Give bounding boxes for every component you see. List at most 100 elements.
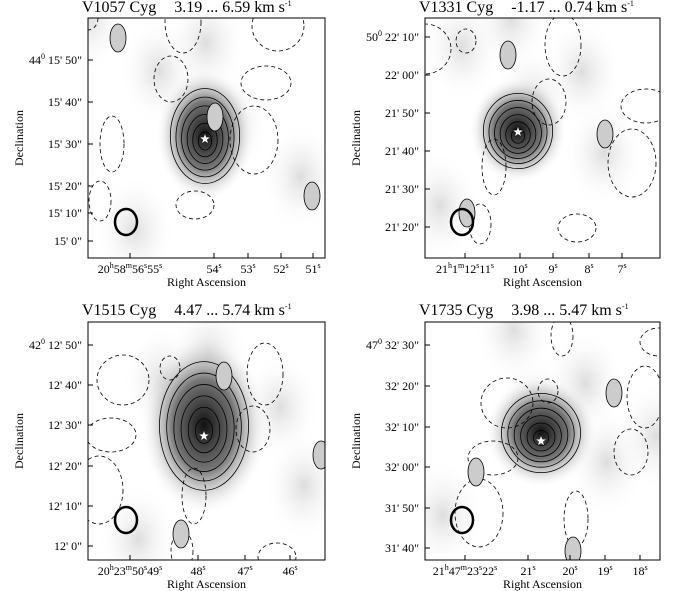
ra-number: 12: [464, 262, 476, 276]
contour-dashed: [235, 405, 271, 453]
y-tick-label: 21' 40": [385, 144, 419, 158]
contour: [505, 121, 531, 149]
arc: 15' 30": [48, 137, 82, 151]
ra-unit: h: [110, 563, 114, 572]
ra-unit: s: [554, 261, 557, 270]
velocity-range: 3.98 ... 5.47 km s: [511, 302, 622, 319]
contour-dashed: [454, 478, 504, 548]
y-tick-label: 21' 50": [385, 106, 419, 120]
contour-dashed: [531, 78, 567, 126]
contour: [172, 519, 190, 549]
contour: [192, 122, 218, 158]
y-tick-label: 440 15' 50": [29, 52, 82, 67]
contour: [159, 361, 249, 491]
y-tick-label: 12' 40": [48, 378, 82, 392]
x-tick-label: 10s: [512, 261, 527, 276]
contour: [605, 378, 623, 408]
arc: 15' 50": [48, 53, 82, 67]
ra-unit: s: [623, 261, 626, 270]
ra-number: 49: [147, 564, 159, 578]
degrees: 50: [366, 30, 378, 44]
ra-number: 21: [436, 262, 448, 276]
contour: [215, 361, 233, 391]
ra-number: 20: [98, 262, 110, 276]
ra-unit: s: [202, 563, 205, 572]
arc: 12' 30": [48, 418, 82, 432]
ra-number: 48: [190, 564, 202, 578]
y-axis-label: Declination: [349, 110, 363, 166]
contour: [173, 384, 235, 472]
arc: 12' 50": [48, 338, 82, 352]
arc: 21' 40": [385, 144, 419, 158]
ra-unit: s: [218, 261, 221, 270]
panel-title: V1331 Cyg -1.17 ... 0.74 km s-1: [419, 0, 634, 16]
frame: [87, 17, 326, 259]
y-tick-label: 15' 0": [54, 234, 82, 248]
contour: [303, 181, 321, 211]
y-tick-label: 32' 10": [385, 420, 419, 434]
contour-dashed: [251, 18, 305, 52]
ra-number: 23: [114, 564, 126, 578]
ra-unit: s: [491, 261, 494, 270]
ra-number: 54: [206, 262, 218, 276]
frame: [87, 321, 326, 561]
x-tick-label: 54s: [206, 261, 221, 276]
contour: [596, 119, 614, 149]
star: [513, 127, 523, 136]
ra-unit: s: [249, 563, 252, 572]
arc: 15' 0": [54, 234, 82, 248]
emission-haze: [261, 122, 325, 232]
degree-sign: 0: [378, 29, 382, 38]
y-tick-label: 15' 20": [48, 179, 82, 193]
ra-number: 23: [467, 564, 479, 578]
contour: [507, 400, 575, 468]
map: [425, 18, 660, 258]
degree-sign: 0: [41, 52, 45, 61]
ra-unit: s: [532, 563, 535, 572]
contour: [533, 429, 550, 446]
x-tick-label: 8s: [584, 261, 593, 276]
arc: 12' 20": [48, 459, 82, 473]
map: [88, 18, 325, 258]
ra-number: 50: [132, 564, 144, 578]
y-tick-label: 15' 30": [48, 137, 82, 151]
contour-dashed: [246, 342, 284, 406]
y-tick-label: 420 12' 50": [29, 337, 82, 352]
frame: [424, 321, 661, 561]
contour-dashed: [455, 28, 477, 54]
y-axis-label: Declination: [12, 413, 26, 469]
ra-number: 11: [479, 262, 491, 276]
velocity-exp: -1: [285, 302, 292, 311]
ra-unit: s: [317, 261, 320, 270]
y-tick-label: 500 22' 10": [366, 29, 419, 44]
ra-unit: h: [445, 563, 449, 572]
arc: 12' 10": [48, 499, 82, 513]
ra-number: 10: [512, 262, 524, 276]
x-tick-label: 21s: [520, 563, 535, 578]
contour: [180, 395, 228, 463]
velocity-range: 4.47 ... 5.74 km s: [174, 302, 285, 319]
x-tick-label: 52s: [273, 261, 288, 276]
x-tick-label: 19s: [597, 563, 612, 578]
contour: [195, 418, 213, 444]
contour-dashed: [170, 530, 194, 560]
contour: [169, 88, 241, 184]
arc: 12' 0": [54, 539, 82, 553]
contour-dashed: [88, 455, 124, 525]
map: [88, 322, 325, 560]
ra-unit: s: [479, 563, 482, 572]
panel-title: V1735 Cyg 3.98 ... 5.47 km s-1: [419, 302, 629, 319]
y-axis-label: Declination: [12, 110, 26, 166]
ra-unit: m: [126, 563, 133, 572]
ra-unit: s: [159, 563, 162, 572]
x-tick-label: 51s: [305, 261, 320, 276]
contour-dashed: [481, 138, 507, 196]
contour: [526, 422, 556, 452]
contour: [564, 536, 582, 560]
x-tick-label: 20s: [562, 563, 577, 578]
contour: [187, 406, 221, 454]
velocity-range: -1.17 ... 0.74 km s: [511, 0, 627, 16]
ra-number: 58: [114, 262, 126, 276]
ra-number: 9: [548, 262, 554, 276]
